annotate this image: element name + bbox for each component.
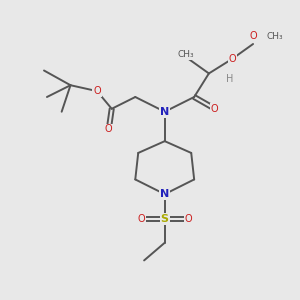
Text: O: O	[137, 214, 145, 224]
Text: N: N	[160, 107, 169, 117]
Text: CH₃: CH₃	[266, 32, 283, 41]
Text: CH₃: CH₃	[177, 50, 194, 59]
Text: N: N	[160, 189, 169, 199]
Text: O: O	[211, 104, 219, 114]
Text: O: O	[93, 86, 101, 96]
Text: H: H	[226, 74, 233, 84]
Text: O: O	[184, 214, 192, 224]
Text: O: O	[229, 54, 236, 64]
Text: O: O	[105, 124, 112, 134]
Text: S: S	[161, 214, 169, 224]
Text: O: O	[249, 31, 257, 41]
